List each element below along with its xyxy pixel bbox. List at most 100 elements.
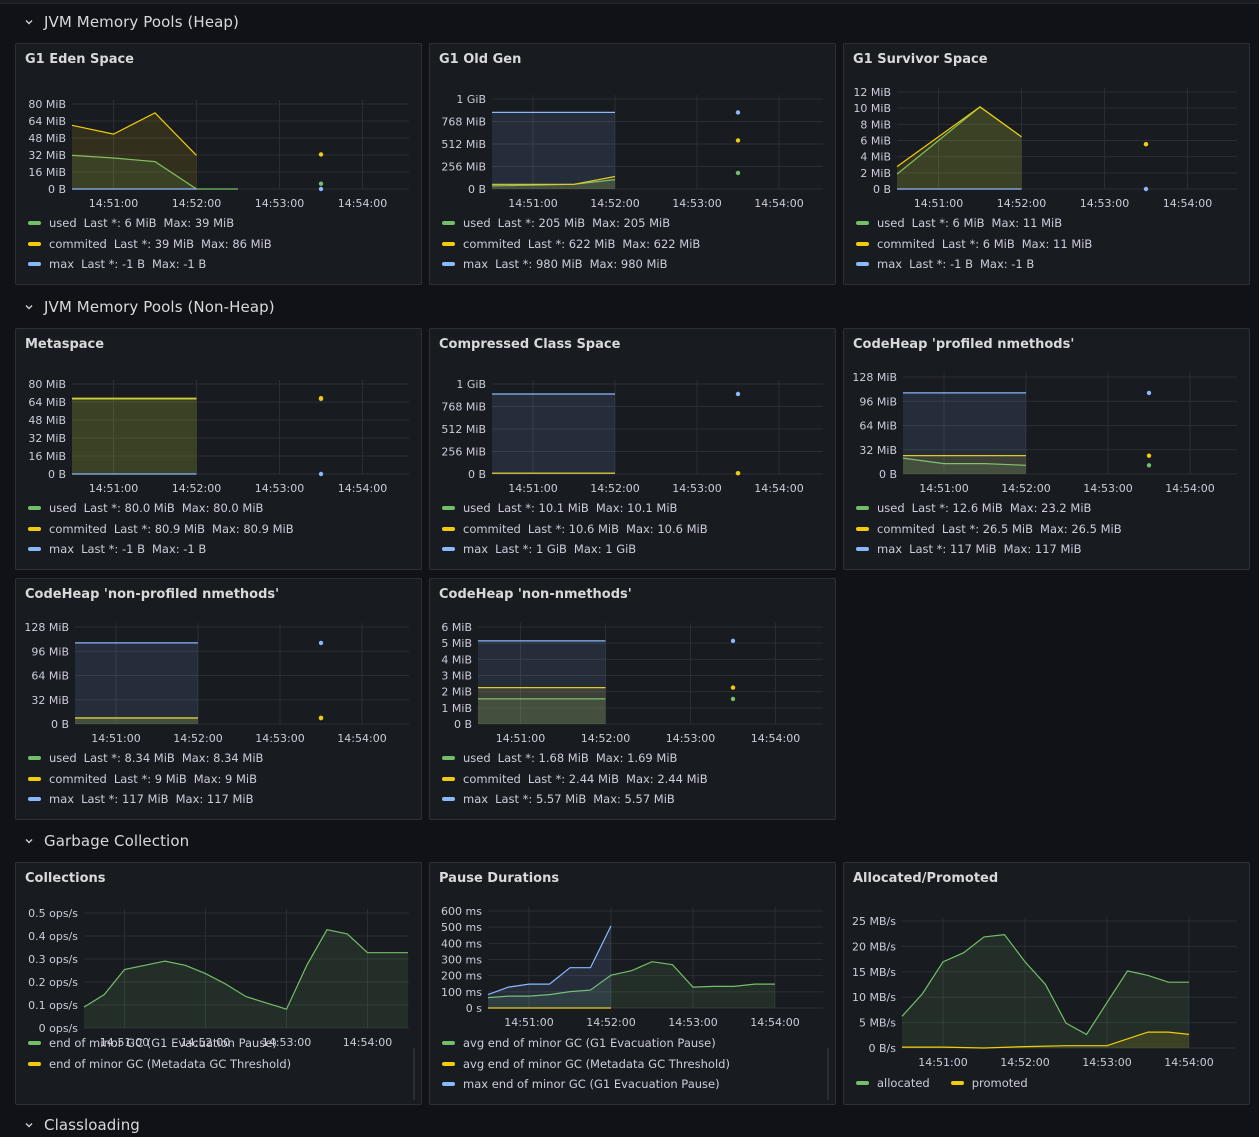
series-line-allocated[interactable] <box>901 933 1189 1036</box>
chart-pause[interactable]: 600 ms 500 ms 400 ms 300 ms 200 ms 100 ms 0 s 1… <box>430 863 837 1106</box>
series-point-commited[interactable] <box>735 138 741 143</box>
chart-survivor[interactable]: 12 MiB 10 MiB 8 MiB 6 MiB 4 MiB 2 MiB 0 B 14:51… <box>844 44 1251 286</box>
panel-collections[interactable]: Collections 0.5 ops/s 0.4 ops/s 0.3 ops/s 0.… <box>15 862 422 1105</box>
series-point-max[interactable] <box>1143 186 1149 192</box>
legend-item[interactable]: commited Last *: 9 MiB Max: 9 MiB <box>28 769 270 790</box>
legend-item[interactable]: allocated <box>856 1073 937 1094</box>
chart-profiled[interactable]: 128 MiB 96 MiB 64 MiB 32 MiB 0 B 14:51:00 14:5… <box>844 329 1251 571</box>
panel-title[interactable]: CodeHeap 'profiled nmethods' <box>853 337 1075 352</box>
panel-title[interactable]: G1 Survivor Space <box>853 52 988 67</box>
series-line-avg-end-of-minor-gc-g1-evacuation-pause-[interactable] <box>487 961 775 999</box>
panel-pause[interactable]: Pause Durations 600 ms 500 ms 400 ms 300 ms 2… <box>429 862 836 1105</box>
legend-item[interactable]: used Last *: 205 MiB Max: 205 MiB <box>442 213 707 234</box>
legend-item[interactable]: used Last *: 6 MiB Max: 39 MiB <box>28 213 279 234</box>
series-line-used[interactable] <box>71 154 238 190</box>
legend-item[interactable]: end of minor GC (G1 Evacuation Pause) <box>28 1033 298 1054</box>
legend-item[interactable]: max Last *: -1 B Max: -1 B <box>856 254 1099 275</box>
panel-title[interactable]: CodeHeap 'non-nmethods' <box>439 587 632 602</box>
legend-item[interactable]: commited Last *: 622 MiB Max: 622 MiB <box>442 234 707 255</box>
panel-title[interactable]: Pause Durations <box>439 871 560 886</box>
chart-allocated[interactable]: 25 MB/s 20 MB/s 15 MB/s 10 MB/s 5 MB/s 0 B/s 1… <box>844 863 1251 1106</box>
series-line-commited[interactable] <box>71 112 197 156</box>
row-jvm-heap[interactable]: JVM Memory Pools (Heap) <box>24 10 239 34</box>
series-line-max-end-of-minor-gc-g1-evacuation-pause-[interactable] <box>487 925 612 996</box>
chart-ccs[interactable]: 1 GiB 768 MiB 512 MiB 256 MiB 0 B 14:51:00 14:… <box>430 329 837 571</box>
legend-scrollbar[interactable] <box>827 1048 829 1100</box>
series-point-max[interactable] <box>318 186 324 192</box>
legend-item[interactable]: max Last *: 980 MiB Max: 980 MiB <box>442 254 707 275</box>
legend-item[interactable]: used Last *: 8.34 MiB Max: 8.34 MiB <box>28 748 270 769</box>
panel-title[interactable]: Compressed Class Space <box>439 337 621 352</box>
panel-profiled[interactable]: CodeHeap 'profiled nmethods' 128 MiB 96 Mi… <box>843 328 1250 570</box>
series-point-max[interactable] <box>735 110 741 115</box>
series-point-used[interactable] <box>318 181 324 186</box>
legend-item[interactable]: commited Last *: 6 MiB Max: 11 MiB <box>856 234 1099 255</box>
panel-title[interactable]: Allocated/Promoted <box>853 871 999 886</box>
chart-metaspace[interactable]: 80 MiB 64 MiB 48 MiB 32 MiB 16 MiB 0 B 14:51:0… <box>16 329 423 571</box>
panel-nonnmethods[interactable]: CodeHeap 'non-nmethods' 6 MiB 5 MiB 4 MiB 3 … <box>429 578 836 820</box>
panel-title[interactable]: G1 Eden Space <box>25 52 134 67</box>
row-jvm-nonheap[interactable]: JVM Memory Pools (Non-Heap) <box>24 295 275 319</box>
legend-item[interactable]: commited Last *: 26.5 MiB Max: 26.5 MiB <box>856 519 1129 540</box>
series-point-max[interactable] <box>730 638 736 644</box>
chart-collections[interactable]: 0.5 ops/s 0.4 ops/s 0.3 ops/s 0.2 ops/s 0.1 … <box>16 863 423 1106</box>
series-point-used[interactable] <box>735 170 741 176</box>
series-point-commited[interactable] <box>735 470 741 476</box>
legend-item[interactable]: max end of minor GC (G1 Evacuation Pause… <box>442 1074 737 1095</box>
series-point-max[interactable] <box>318 471 324 477</box>
legend-item[interactable]: used Last *: 12.6 MiB Max: 23.2 MiB <box>856 498 1129 519</box>
legend-item[interactable]: commited Last *: 39 MiB Max: 86 MiB <box>28 234 279 255</box>
legend-item[interactable]: max Last *: 5.57 MiB Max: 5.57 MiB <box>442 789 715 810</box>
legend-item[interactable]: max Last *: -1 B Max: -1 B <box>28 539 301 560</box>
legend-scrollbar[interactable] <box>413 1048 415 1100</box>
legend-item[interactable]: max Last *: 117 MiB Max: 117 MiB <box>856 539 1129 560</box>
row-classloading[interactable]: Classloading <box>24 1113 140 1137</box>
series-point-commited[interactable] <box>318 152 324 157</box>
panel-metaspace[interactable]: Metaspace 80 MiB 64 MiB 48 MiB 32 MiB 16 MiB 0… <box>15 328 422 570</box>
chart-nonprofiled[interactable]: 128 MiB 96 MiB 64 MiB 32 MiB 0 B 14:51:00 14:5… <box>16 579 423 821</box>
series-point-max[interactable] <box>1146 390 1152 396</box>
series-line-commited[interactable] <box>492 175 616 185</box>
legend-item[interactable]: max Last *: -1 B Max: -1 B <box>28 254 279 275</box>
series-line-end-of-minor-gc-g1-evacuation-pause-[interactable] <box>83 929 408 1010</box>
row-garbage-collection[interactable]: Garbage Collection <box>24 829 189 853</box>
series-point-commited[interactable] <box>318 395 324 401</box>
series-point-commited[interactable] <box>1143 142 1149 147</box>
legend-item[interactable]: used Last *: 80.0 MiB Max: 80.0 MiB <box>28 498 301 519</box>
series-line-used[interactable] <box>902 457 1027 466</box>
series-line-commited[interactable] <box>896 106 1022 168</box>
legend-item[interactable]: promoted <box>950 1073 1035 1094</box>
chart-nonnmethods[interactable]: 6 MiB 5 MiB 4 MiB 3 MiB 2 MiB 1 MiB 0 B 14:51:0… <box>430 579 837 821</box>
legend-item[interactable]: avg end of minor GC (G1 Evacuation Pause… <box>442 1033 737 1054</box>
panel-survivor[interactable]: G1 Survivor Space 12 MiB 10 MiB 8 MiB 6 MiB 4… <box>843 43 1250 285</box>
legend-item[interactable]: commited Last *: 2.44 MiB Max: 2.44 MiB <box>442 769 715 790</box>
legend-item[interactable]: commited Last *: 80.9 MiB Max: 80.9 MiB <box>28 519 301 540</box>
panel-title[interactable]: Metaspace <box>25 337 105 352</box>
series-point-max[interactable] <box>318 640 324 646</box>
panel-eden[interactable]: G1 Eden Space 80 MiB 64 MiB 48 MiB 32 MiB 16 … <box>15 43 422 285</box>
series-point-commited[interactable] <box>318 715 324 720</box>
series-line-promoted[interactable] <box>902 1031 1190 1049</box>
series-point-max[interactable] <box>735 391 741 397</box>
panel-nonprofiled[interactable]: CodeHeap 'non-profiled nmethods' 128 MiB 9… <box>15 578 422 820</box>
legend-item[interactable]: avg end of minor GC (Metadata GC Thresho… <box>442 1054 737 1075</box>
panel-ccs[interactable]: Compressed Class Space 1 GiB 768 MiB 512 Mi… <box>429 328 836 570</box>
legend-item[interactable]: commited Last *: 10.6 MiB Max: 10.6 MiB <box>442 519 715 540</box>
series-point-commited[interactable] <box>730 685 736 690</box>
series-point-used[interactable] <box>730 696 736 702</box>
legend-item[interactable]: max Last *: 1 GiB Max: 1 GiB <box>442 539 715 560</box>
panel-allocated[interactable]: Allocated/Promoted 25 MB/s 20 MB/s 15 MB/s 1… <box>843 862 1250 1105</box>
legend-item[interactable]: used Last *: 10.1 MiB Max: 10.1 MiB <box>442 498 715 519</box>
legend-item[interactable]: used Last *: 1.68 MiB Max: 1.69 MiB <box>442 748 715 769</box>
series-point-commited[interactable] <box>1146 453 1152 458</box>
legend-item[interactable]: max Last *: 117 MiB Max: 117 MiB <box>28 789 270 810</box>
series-point-used[interactable] <box>1146 463 1152 468</box>
legend-item[interactable]: end of minor GC (Metadata GC Threshold) <box>28 1054 298 1075</box>
chart-eden[interactable]: 80 MiB 64 MiB 48 MiB 32 MiB 16 MiB 0 B 14:51:0… <box>16 44 423 286</box>
panel-title[interactable]: Collections <box>25 871 106 886</box>
panel-title[interactable]: CodeHeap 'non-profiled nmethods' <box>25 587 280 602</box>
panel-title[interactable]: G1 Old Gen <box>439 52 522 67</box>
legend-item[interactable]: used Last *: 6 MiB Max: 11 MiB <box>856 213 1099 234</box>
chart-oldgen[interactable]: 1 GiB 768 MiB 512 MiB 256 MiB 0 B 14:51:00 14:… <box>430 44 837 286</box>
